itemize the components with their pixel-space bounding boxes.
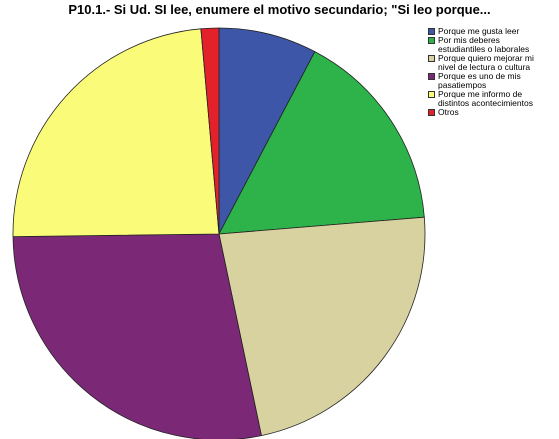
legend-swatch	[428, 37, 435, 44]
legend-label: Porque es uno de mis pasatiempos	[438, 71, 521, 90]
chart-title: P10.1.- Si Ud. SI lee, enumere el motivo…	[68, 2, 491, 17]
legend-swatch	[428, 55, 435, 62]
legend-label: Porque me gusta leer	[438, 26, 520, 36]
pie-chart	[12, 27, 426, 439]
legend: Porque me gusta leer Por mis deberes estud…	[428, 27, 558, 117]
legend-item: Por mis deberes estudiantiles o laborales	[428, 36, 558, 54]
legend-swatch	[428, 28, 435, 35]
legend-item: Porque me gusta leer	[428, 27, 558, 36]
pie-slice-4	[12, 233, 262, 439]
legend-item: Porque es uno de mis pasatiempos	[428, 72, 558, 90]
legend-swatch	[428, 91, 435, 98]
pie-slice-3	[218, 216, 426, 437]
legend-item: Otros	[428, 108, 558, 117]
legend-swatch	[428, 109, 435, 116]
pie-slice-5	[12, 28, 220, 237]
pie-slice-1	[218, 27, 316, 235]
pie-slice-6	[200, 27, 220, 235]
legend-item: Porque quiero mejorar mi nivel de lectura…	[428, 54, 558, 72]
legend-item: Porque me informo de distintos acontecimi…	[428, 90, 558, 108]
legend-label: Otros	[438, 107, 459, 117]
legend-swatch	[428, 73, 435, 80]
legend-label: Porque me informo de distintos acontecimi…	[438, 89, 533, 108]
legend-label: Porque quiero mejorar mi nivel de lectura…	[438, 53, 534, 72]
pie-slice-2	[218, 51, 425, 235]
legend-label: Por mis deberes estudiantiles o laborales	[438, 35, 530, 54]
